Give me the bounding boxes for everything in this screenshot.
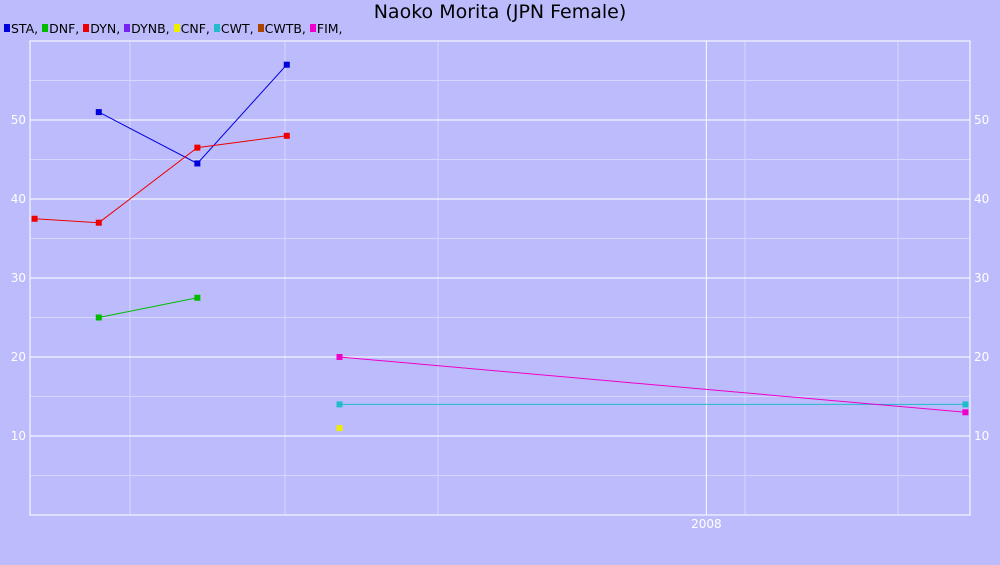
series-line-sta (98, 64, 288, 165)
legend-swatch (4, 24, 10, 32)
data-point-sta (283, 61, 290, 68)
legend-swatch (257, 24, 264, 32)
data-point-dyn (283, 132, 290, 139)
legend-label: DNF, (49, 20, 80, 36)
legend-label: CNF, (180, 20, 210, 36)
legend-label: DYN, (90, 20, 121, 36)
series-line-fim (339, 356, 966, 413)
y-tick-label-left: 40 (11, 192, 26, 206)
y-tick-label-left: 10 (11, 429, 26, 443)
y-tick-label-right: 30 (974, 271, 989, 285)
data-point-sta (194, 160, 201, 167)
legend-item-dynb: DYNB, (124, 20, 170, 36)
data-point-dyn (95, 219, 102, 226)
legend-swatch (213, 24, 220, 32)
legend-swatch (42, 24, 49, 32)
chart-title: Naoko Morita (JPN Female) (373, 1, 627, 23)
legend-item-dnf: DNF, (42, 21, 79, 36)
legend-item-fim: FIM, (309, 20, 343, 36)
y-tick-label-left: 20 (11, 350, 26, 364)
data-point-dnf (95, 314, 102, 321)
data-point-dnf (194, 294, 201, 301)
y-tick-label-left: 50 (11, 113, 26, 127)
data-point-dyn (31, 215, 38, 222)
legend-item-sta: STA, (4, 21, 38, 36)
series-line-dyn (34, 135, 287, 224)
legend-label: DYNB, (131, 20, 170, 36)
legend: STA, DNF, DYN, DYNB, CNF, CWT, CWTB, FIM, (4, 20, 347, 36)
legend-item-cwtb: CWTB, (257, 20, 306, 36)
legend-swatch (173, 24, 180, 32)
data-point-cwt (962, 401, 969, 408)
legend-label: FIM, (316, 20, 343, 36)
legend-swatch (83, 24, 90, 32)
legend-swatch (124, 24, 131, 32)
y-tick-label-left: 30 (11, 271, 26, 285)
data-point-dyn (194, 144, 201, 151)
legend-label: CWTB, (264, 20, 306, 36)
data-point-cwt (336, 401, 343, 408)
data-point-cnf (336, 425, 343, 432)
legend-item-cnf: CNF, (173, 20, 210, 36)
series-line-dnf (98, 297, 198, 318)
y-tick-label-right: 50 (974, 113, 989, 127)
data-point-fim (336, 354, 343, 360)
legend-swatch (309, 24, 316, 32)
legend-label: STA, (11, 20, 39, 36)
legend-label: CWT, (220, 20, 254, 36)
y-tick-label-right: 10 (974, 429, 989, 443)
data-point-fim (962, 409, 969, 416)
data-point-sta (95, 109, 102, 116)
legend-item-cwt: CWT, (213, 20, 254, 36)
plot-frame (29, 40, 971, 516)
x-tick-label: 2008 (691, 517, 722, 531)
y-tick-label-right: 40 (974, 192, 989, 206)
y-tick-label-right: 20 (974, 350, 989, 364)
legend-item-dyn: DYN, (83, 21, 120, 36)
